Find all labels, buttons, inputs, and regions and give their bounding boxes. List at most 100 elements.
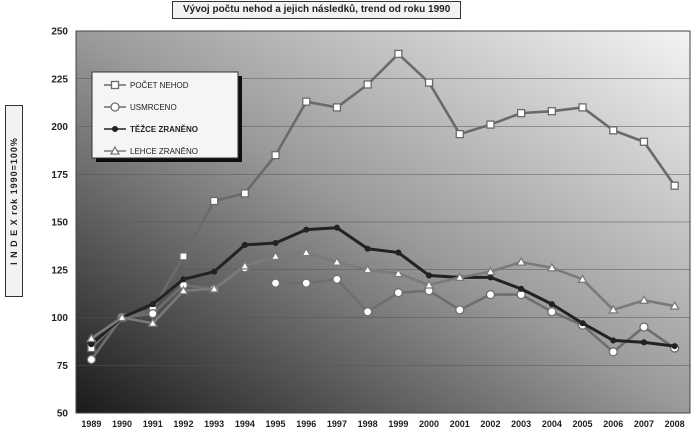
data-point-4-1996 <box>301 247 312 257</box>
data-point-3-1997 <box>333 224 341 231</box>
x-tick-label-2004: 2004 <box>542 419 562 429</box>
data-point-1-2008 <box>670 181 679 190</box>
data-point-3-1991 <box>149 301 156 308</box>
data-point-1-1999 <box>394 49 403 59</box>
legend: POČET NEHOD USMRCENO TĚŽCE ZRANĚNO LEHCE ZR… <box>91 71 242 162</box>
legend-entry-1: POČET NEHOD <box>104 80 189 90</box>
x-tick-label-1998: 1998 <box>358 419 378 429</box>
legend-label: USMRCENO <box>130 103 177 112</box>
data-point-4-1991 <box>147 317 158 327</box>
data-point-2-2004 <box>547 307 557 317</box>
data-point-4-1989 <box>86 333 97 343</box>
x-tick-label-1991: 1991 <box>143 419 163 429</box>
data-point-2-2007 <box>639 322 649 332</box>
x-tick-label-1990: 1990 <box>112 419 132 429</box>
series-line-4 <box>90 251 675 340</box>
data-point-4-1998 <box>362 264 373 274</box>
data-point-2-1999 <box>393 288 404 298</box>
data-point-1-1993 <box>209 196 219 206</box>
series-line-1 <box>90 52 676 349</box>
legend-label: LEHCE ZRANĚNO <box>130 147 198 156</box>
data-point-1-1992 <box>179 252 188 261</box>
data-point-4-2002 <box>485 266 496 276</box>
x-tick-label-2001: 2001 <box>450 419 470 429</box>
data-point-4-1990 <box>116 312 128 322</box>
legend-entry-4: LEHCE ZRANĚNO <box>104 145 198 156</box>
data-point-1-2007 <box>639 137 649 146</box>
data-point-3-2005 <box>579 320 586 327</box>
data-point-3-1996 <box>303 226 310 233</box>
data-point-3-1999 <box>395 249 402 256</box>
data-point-2-1995 <box>270 278 281 288</box>
data-point-1-2000 <box>424 78 434 87</box>
series-group <box>86 49 680 365</box>
x-tick-label-1999: 1999 <box>388 419 408 429</box>
data-point-1-1996 <box>302 97 311 106</box>
y-tick-label-150: 150 <box>51 218 68 229</box>
data-point-4-2001 <box>454 272 465 282</box>
y-tick-label-175: 175 <box>51 170 68 181</box>
data-point-1-2003 <box>517 108 526 118</box>
y-tick-label-225: 225 <box>51 74 68 85</box>
data-point-4-2007 <box>638 294 650 304</box>
series-line-2 <box>90 266 676 361</box>
data-point-2-2006 <box>608 347 618 357</box>
x-tick-label-1993: 1993 <box>204 419 224 429</box>
data-point-3-2000 <box>425 272 433 279</box>
data-point-4-2006 <box>608 304 619 314</box>
legend-swatch-marker <box>110 102 120 112</box>
data-point-3-1994 <box>241 241 248 248</box>
legend-swatch-marker <box>111 125 119 133</box>
data-point-1-1995 <box>271 150 280 160</box>
data-point-2-1997 <box>332 274 342 284</box>
y-axis-ticks: 50 75 100 125 150 175 200 225 250 <box>51 27 68 420</box>
series-2 <box>86 263 680 365</box>
data-point-2-2002 <box>485 289 496 300</box>
x-tick-label-1996: 1996 <box>296 419 316 429</box>
data-point-3-2007 <box>640 339 647 346</box>
legend-entry-2: USMRCENO <box>104 102 177 112</box>
data-point-3-2004 <box>548 301 555 308</box>
x-tick-label-2007: 2007 <box>634 419 654 429</box>
x-tick-label-1989: 1989 <box>81 419 101 429</box>
legend-swatch-marker <box>110 80 120 90</box>
data-point-1-2006 <box>609 126 618 135</box>
data-point-4-1993 <box>209 283 220 293</box>
data-point-3-2003 <box>518 285 525 292</box>
data-point-3-1993 <box>211 268 218 275</box>
data-point-1-1998 <box>363 80 372 89</box>
x-tick-label-1997: 1997 <box>327 419 347 429</box>
data-point-4-1995 <box>270 251 281 261</box>
data-point-2-1989 <box>86 354 96 365</box>
data-point-4-1999 <box>393 268 404 278</box>
data-point-4-2005 <box>577 273 588 283</box>
legend-entry-3: TĚŽCE ZRANĚNO <box>104 125 198 134</box>
data-point-4-1992 <box>178 285 189 295</box>
data-point-4-1994 <box>239 260 250 270</box>
data-point-4-2004 <box>546 262 557 272</box>
x-tick-label-1994: 1994 <box>235 419 255 429</box>
data-point-4-2000 <box>423 279 435 289</box>
data-point-2-1991 <box>148 309 158 319</box>
y-tick-label-75: 75 <box>57 361 69 372</box>
data-point-3-1989 <box>88 341 95 348</box>
series-line-3 <box>90 226 675 348</box>
x-tick-label-2003: 2003 <box>511 419 531 429</box>
x-tick-label-2008: 2008 <box>665 419 685 429</box>
x-tick-label-2005: 2005 <box>573 419 593 429</box>
y-tick-label-125: 125 <box>51 265 68 276</box>
data-point-1-1994 <box>240 189 250 198</box>
data-point-3-1995 <box>272 239 279 247</box>
data-point-2-2001 <box>455 305 465 315</box>
data-point-3-2008 <box>671 343 678 350</box>
data-point-1-2001 <box>455 129 464 139</box>
data-point-1-1997 <box>332 103 342 112</box>
y-tick-label-200: 200 <box>51 122 68 133</box>
x-tick-label-1992: 1992 <box>173 419 193 429</box>
data-point-3-2002 <box>487 274 494 281</box>
y-tick-label-50: 50 <box>57 409 69 420</box>
data-point-2-1996 <box>301 278 311 288</box>
data-point-4-2008 <box>669 300 680 310</box>
data-point-2-1998 <box>362 307 373 317</box>
